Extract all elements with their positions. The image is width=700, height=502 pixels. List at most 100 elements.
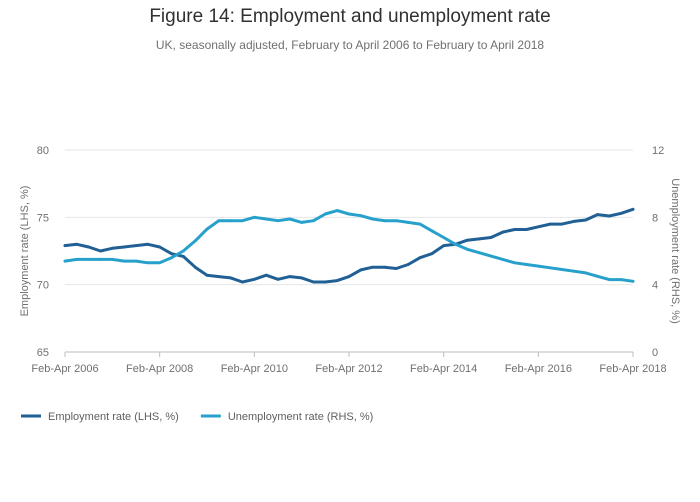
- data-point-unemployment-22[interactable]: [323, 212, 327, 216]
- data-point-unemployment-28[interactable]: [394, 219, 398, 223]
- data-point-employment-28[interactable]: [394, 267, 398, 270]
- data-point-employment-9[interactable]: [170, 252, 173, 256]
- data-point-unemployment-27[interactable]: [383, 219, 386, 223]
- data-point-unemployment-16[interactable]: [252, 215, 256, 219]
- data-point-unemployment-6[interactable]: [134, 259, 138, 263]
- data-point-employment-31[interactable]: [430, 252, 434, 256]
- data-point-unemployment-38[interactable]: [513, 261, 517, 265]
- data-point-unemployment-11[interactable]: [193, 239, 197, 243]
- data-point-unemployment-15[interactable]: [241, 219, 244, 223]
- data-point-employment-11[interactable]: [193, 265, 197, 269]
- data-point-employment-1[interactable]: [75, 242, 79, 246]
- data-point-employment-25[interactable]: [359, 268, 363, 272]
- data-point-unemployment-40[interactable]: [536, 264, 540, 268]
- data-point-employment-27[interactable]: [383, 265, 386, 269]
- data-point-unemployment-48[interactable]: [631, 279, 635, 283]
- data-point-unemployment-41[interactable]: [548, 266, 552, 270]
- data-point-employment-46[interactable]: [607, 214, 611, 218]
- data-point-employment-40[interactable]: [536, 225, 540, 229]
- data-point-employment-34[interactable]: [465, 238, 469, 242]
- data-point-unemployment-32[interactable]: [442, 236, 446, 239]
- data-point-employment-5[interactable]: [122, 245, 126, 249]
- data-point-employment-3[interactable]: [99, 249, 102, 253]
- data-point-unemployment-5[interactable]: [122, 259, 126, 263]
- data-point-employment-41[interactable]: [548, 222, 552, 226]
- data-point-unemployment-46[interactable]: [607, 278, 611, 282]
- data-point-unemployment-19[interactable]: [288, 217, 292, 221]
- data-point-unemployment-39[interactable]: [525, 263, 528, 266]
- data-point-employment-38[interactable]: [513, 228, 517, 231]
- data-point-unemployment-31[interactable]: [430, 229, 434, 233]
- data-point-employment-35[interactable]: [477, 237, 481, 241]
- data-point-unemployment-2[interactable]: [87, 258, 91, 261]
- data-point-employment-44[interactable]: [584, 218, 588, 222]
- data-point-unemployment-45[interactable]: [596, 274, 599, 278]
- data-point-employment-24[interactable]: [347, 275, 351, 278]
- data-point-unemployment-30[interactable]: [418, 222, 422, 226]
- data-point-employment-19[interactable]: [288, 275, 292, 278]
- data-point-unemployment-10[interactable]: [181, 249, 185, 253]
- data-point-employment-13[interactable]: [217, 275, 221, 278]
- data-point-employment-16[interactable]: [252, 277, 256, 281]
- data-point-unemployment-25[interactable]: [359, 214, 363, 218]
- data-point-employment-10[interactable]: [181, 254, 185, 258]
- data-point-employment-36[interactable]: [489, 236, 493, 239]
- data-point-unemployment-33[interactable]: [454, 242, 457, 246]
- data-point-unemployment-24[interactable]: [347, 212, 351, 216]
- data-point-unemployment-13[interactable]: [217, 219, 221, 223]
- data-point-employment-8[interactable]: [158, 245, 162, 249]
- data-point-unemployment-47[interactable]: [619, 278, 623, 282]
- data-point-employment-18[interactable]: [276, 277, 280, 281]
- data-point-employment-30[interactable]: [418, 256, 422, 260]
- data-point-unemployment-4[interactable]: [110, 258, 114, 261]
- data-point-employment-29[interactable]: [406, 263, 410, 266]
- data-point-employment-47[interactable]: [619, 211, 623, 215]
- data-point-unemployment-23[interactable]: [335, 209, 339, 213]
- legend-label-unemployment[interactable]: Unemployment rate (RHS, %): [228, 411, 374, 423]
- data-point-unemployment-37[interactable]: [501, 258, 505, 261]
- data-point-unemployment-3[interactable]: [99, 258, 102, 261]
- data-point-unemployment-1[interactable]: [75, 258, 79, 261]
- data-point-unemployment-21[interactable]: [312, 219, 315, 223]
- data-point-employment-17[interactable]: [264, 273, 268, 277]
- data-point-unemployment-9[interactable]: [170, 256, 173, 260]
- data-point-employment-7[interactable]: [146, 242, 150, 246]
- data-point-employment-23[interactable]: [335, 279, 339, 283]
- data-point-employment-21[interactable]: [312, 280, 315, 284]
- data-point-employment-0[interactable]: [63, 244, 67, 248]
- data-point-employment-22[interactable]: [323, 280, 327, 284]
- data-point-unemployment-34[interactable]: [465, 247, 469, 251]
- data-point-employment-12[interactable]: [205, 273, 209, 277]
- data-point-employment-4[interactable]: [110, 246, 114, 250]
- data-point-unemployment-0[interactable]: [63, 259, 67, 263]
- data-point-unemployment-29[interactable]: [406, 220, 410, 224]
- legend-label-employment[interactable]: Employment rate (LHS, %): [48, 411, 179, 423]
- series-line-employment[interactable]: [63, 207, 635, 284]
- data-point-unemployment-18[interactable]: [276, 219, 280, 223]
- data-point-unemployment-26[interactable]: [371, 217, 375, 221]
- data-point-unemployment-35[interactable]: [477, 251, 481, 255]
- data-point-unemployment-14[interactable]: [229, 219, 233, 223]
- data-point-unemployment-36[interactable]: [489, 254, 493, 258]
- data-point-unemployment-7[interactable]: [146, 261, 150, 265]
- data-point-employment-43[interactable]: [572, 219, 576, 223]
- data-point-employment-48[interactable]: [631, 207, 635, 211]
- data-point-employment-39[interactable]: [525, 228, 528, 231]
- data-point-employment-32[interactable]: [442, 244, 446, 248]
- data-point-employment-26[interactable]: [371, 265, 375, 269]
- data-point-employment-37[interactable]: [501, 230, 505, 234]
- data-point-unemployment-43[interactable]: [572, 269, 576, 273]
- data-point-unemployment-12[interactable]: [205, 227, 209, 231]
- data-point-employment-6[interactable]: [134, 244, 138, 248]
- data-point-employment-14[interactable]: [229, 276, 233, 280]
- data-point-employment-2[interactable]: [87, 245, 91, 249]
- data-point-employment-45[interactable]: [596, 213, 599, 217]
- data-point-unemployment-8[interactable]: [158, 261, 162, 265]
- data-point-unemployment-44[interactable]: [584, 271, 588, 275]
- data-point-unemployment-42[interactable]: [560, 268, 564, 271]
- data-point-employment-20[interactable]: [300, 276, 304, 280]
- data-point-employment-42[interactable]: [560, 222, 564, 226]
- data-point-employment-15[interactable]: [241, 280, 244, 284]
- data-point-unemployment-20[interactable]: [300, 220, 304, 224]
- data-point-unemployment-17[interactable]: [264, 217, 268, 221]
